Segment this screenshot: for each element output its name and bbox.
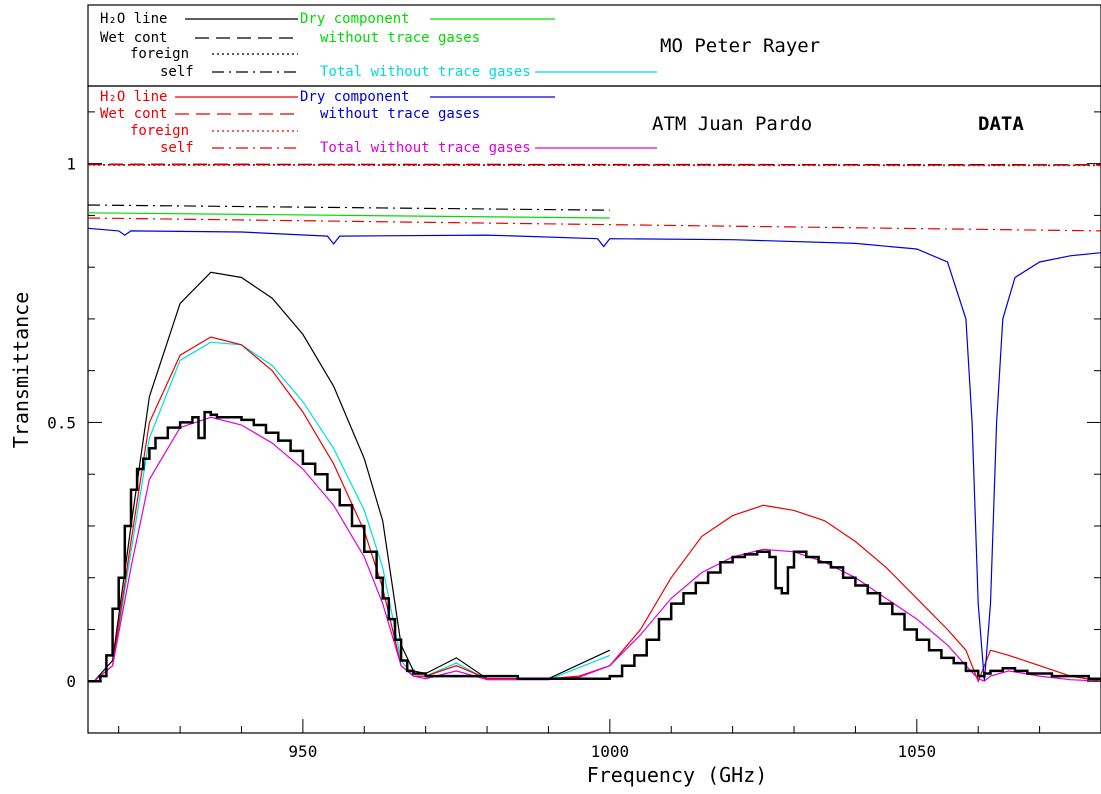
- legend-label: self: [160, 140, 194, 156]
- series-line-10: [87, 227, 1101, 682]
- y-tick-label-2: 1: [66, 155, 76, 174]
- legend-label: Wet cont: [100, 106, 167, 122]
- series-line-12: [88, 410, 1101, 683]
- series-line-6: [93, 336, 1101, 683]
- legend-label: Total without trace gases: [320, 140, 531, 156]
- panel-title-atm: ATM Juan Pardo: [652, 113, 812, 135]
- series-line-11: [93, 416, 1101, 682]
- series-line-8: [87, 164, 1101, 167]
- x-axis-label: Frequency (GHz): [587, 763, 768, 787]
- x-tick-label-1: 1000: [591, 742, 630, 761]
- x-tick-label-2: 1050: [898, 742, 937, 761]
- legend-label: foreign: [130, 46, 189, 62]
- series-line-3: [87, 204, 610, 211]
- y-axis-label: Transmittance: [9, 292, 33, 449]
- series-line-0: [93, 271, 611, 682]
- legend-label: H₂O line: [100, 11, 167, 27]
- series-line-5: [93, 341, 611, 682]
- legend-label: foreign: [130, 123, 189, 139]
- legend-label: without trace gases: [320, 30, 480, 46]
- y-tick-label-0: 0: [66, 672, 76, 691]
- legend-label: Total without trace gases: [320, 64, 531, 80]
- legend-label: without trace gases: [320, 106, 480, 122]
- series-line-4: [87, 212, 610, 219]
- legend-label: Dry component: [300, 11, 410, 27]
- y-tick-label-1: 0.5: [47, 413, 76, 432]
- legend-label: H₂O line: [100, 89, 167, 105]
- data-label: DATA: [978, 113, 1024, 135]
- series-line-9: [87, 217, 1101, 232]
- x-tick-label-0: 950: [288, 742, 317, 761]
- legend-label: self: [160, 64, 194, 80]
- legend-panel-mo: [87, 4, 1101, 87]
- legend-label: Dry component: [300, 89, 410, 105]
- panel-title-mo: MO Peter Rayer: [660, 35, 820, 57]
- legend-label: Wet cont: [100, 30, 167, 46]
- plot-frame: [87, 85, 1101, 734]
